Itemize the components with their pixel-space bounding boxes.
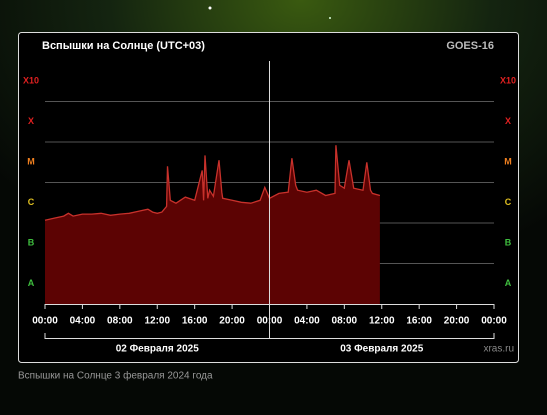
x-tick-label: 12:00 [144,316,170,327]
y-tick-label: C [28,197,35,207]
x-tick-label: 00:00 [481,316,507,327]
x-tick-label: 20:00 [219,316,245,327]
caption: Вспышки на Солнце 3 февраля 2024 года [18,370,213,382]
area-line [44,145,381,221]
y-tick-label: B [505,238,512,248]
y-tick-label: B [28,238,35,248]
x-tick-label: 16:00 [406,316,432,327]
x-tick-label: 20:00 [444,316,470,327]
star [208,6,212,10]
area-fill [45,145,380,304]
y-tick-label: X10 [23,76,39,86]
y-tick-label: C [505,197,512,207]
day-label: 02 Февраля 2025 [116,344,199,355]
star [329,17,331,19]
credit: xras.ru [483,344,514,355]
x-tick-label: 08:00 [332,316,358,327]
x-tick-label: 08:00 [107,316,133,327]
y-tick-label: A [28,278,35,288]
y-tick-label: M [27,157,35,167]
y-tick-label: X [505,116,511,126]
x-tick-label: 16:00 [182,316,208,327]
y-tick-label: X [28,116,34,126]
day-label: 03 Февраля 2025 [340,344,423,355]
x-tick-label: 04:00 [294,316,320,327]
y-tick-label: M [504,157,512,167]
y-tick-label: X10 [500,76,516,86]
source: GOES-16 [446,40,494,52]
x-tick-label: 04:00 [70,316,96,327]
x-tick-label: 12:00 [369,316,395,327]
x-tick-label: 00:00 [32,316,58,327]
y-tick-label: A [505,278,512,288]
chart-title: Вспышки на Солнце (UTC+03) [42,40,205,52]
